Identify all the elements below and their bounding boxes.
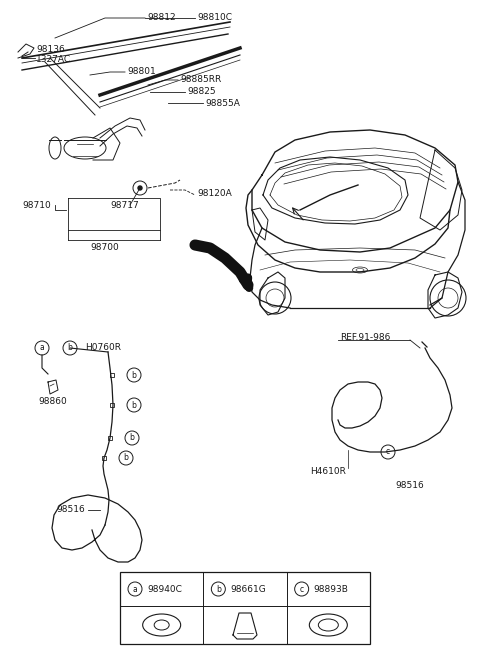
Text: 98136: 98136 bbox=[36, 45, 65, 54]
Text: 98812: 98812 bbox=[147, 14, 176, 22]
Text: 98700: 98700 bbox=[91, 243, 120, 253]
Text: 98801: 98801 bbox=[127, 68, 156, 77]
Text: 98710: 98710 bbox=[22, 201, 51, 209]
Text: b: b bbox=[123, 453, 129, 462]
Text: 98860: 98860 bbox=[38, 398, 67, 407]
Text: 98661G: 98661G bbox=[230, 584, 266, 594]
Text: 98810C: 98810C bbox=[197, 14, 232, 22]
Text: H4610R: H4610R bbox=[310, 468, 346, 476]
Text: 1327AC: 1327AC bbox=[36, 56, 71, 64]
Bar bbox=[102, 456, 106, 460]
Text: REF.91-986: REF.91-986 bbox=[340, 333, 390, 342]
Text: H0760R: H0760R bbox=[85, 344, 121, 352]
Text: 98516: 98516 bbox=[395, 480, 424, 489]
Text: c: c bbox=[300, 584, 304, 594]
Text: 98516: 98516 bbox=[56, 506, 85, 514]
Text: a: a bbox=[132, 584, 137, 594]
Text: b: b bbox=[132, 371, 136, 380]
Text: a: a bbox=[40, 344, 44, 352]
Circle shape bbox=[138, 186, 142, 190]
Text: c: c bbox=[386, 447, 390, 457]
Text: 98940C: 98940C bbox=[147, 584, 182, 594]
Bar bbox=[110, 403, 114, 407]
Text: 98893B: 98893B bbox=[313, 584, 348, 594]
Text: 98825: 98825 bbox=[187, 87, 216, 96]
Bar bbox=[110, 373, 114, 377]
Bar bbox=[108, 436, 112, 440]
Text: 98120A: 98120A bbox=[197, 188, 232, 197]
Text: b: b bbox=[130, 434, 134, 443]
Text: b: b bbox=[68, 344, 72, 352]
Text: 98717: 98717 bbox=[110, 201, 139, 209]
Text: 98855A: 98855A bbox=[205, 98, 240, 108]
Text: b: b bbox=[216, 584, 221, 594]
Text: 98885RR: 98885RR bbox=[180, 75, 221, 85]
Bar bbox=[120, 572, 370, 644]
Text: b: b bbox=[132, 401, 136, 409]
